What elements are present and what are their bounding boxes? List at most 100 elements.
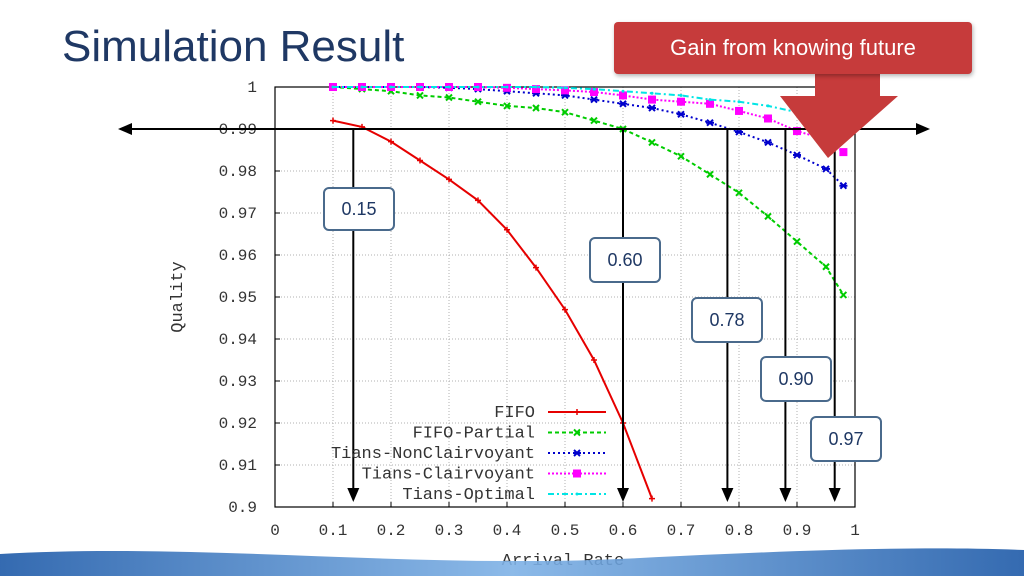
data-point xyxy=(839,148,848,157)
data-point xyxy=(445,93,453,102)
data-point xyxy=(476,85,480,89)
y-tick-label: 0.92 xyxy=(219,415,257,433)
data-point xyxy=(504,226,510,233)
data-point xyxy=(649,495,655,502)
callout-pointer xyxy=(780,74,898,158)
y-tick-label: 0.91 xyxy=(219,457,257,475)
data-point xyxy=(648,95,656,104)
data-point xyxy=(619,100,627,108)
y-tick-label: 0.98 xyxy=(219,163,257,181)
data-point xyxy=(793,237,801,246)
data-point xyxy=(592,87,596,91)
data-point xyxy=(475,197,481,204)
x-tick-label: 0.7 xyxy=(667,522,696,540)
threshold-line xyxy=(118,123,930,135)
data-point xyxy=(503,102,511,110)
data-point xyxy=(573,449,581,457)
data-point xyxy=(706,118,714,127)
legend-label: Tians-NonClairvoyant xyxy=(331,445,535,464)
data-point xyxy=(388,138,394,145)
series-fifo xyxy=(330,117,655,502)
data-point xyxy=(389,85,393,89)
data-point xyxy=(677,97,685,106)
data-point xyxy=(532,104,540,112)
callout-gain: Gain from knowing future xyxy=(614,22,972,74)
x-tick-label: 0.3 xyxy=(435,522,464,540)
x-tick-label: 1 xyxy=(850,522,860,540)
callout-arrow-shape xyxy=(780,74,898,158)
x-tick-label: 0.4 xyxy=(493,522,522,540)
data-point xyxy=(764,138,772,147)
marker-label-0.97: 0.97 xyxy=(810,416,882,462)
data-point xyxy=(621,89,625,93)
data-point xyxy=(573,428,581,437)
footer-decoration xyxy=(0,548,1024,576)
y-tick-label: 0.9 xyxy=(228,499,257,517)
series xyxy=(329,83,848,502)
x-tick-label: 0.5 xyxy=(551,522,580,540)
data-point xyxy=(330,117,336,124)
data-point xyxy=(447,85,451,89)
data-point xyxy=(360,85,364,89)
data-point xyxy=(505,85,509,89)
data-point xyxy=(561,86,569,95)
data-point xyxy=(534,85,538,89)
data-point xyxy=(822,165,830,173)
data-point xyxy=(839,181,848,190)
data-point xyxy=(575,492,579,496)
data-point xyxy=(417,157,423,164)
data-point xyxy=(793,127,801,136)
data-point xyxy=(677,152,685,161)
threshold-arrow-right xyxy=(916,123,930,135)
data-point xyxy=(735,189,743,197)
marker-label-0.90: 0.90 xyxy=(760,356,832,402)
marker-label-0.15: 0.15 xyxy=(323,187,395,231)
data-point xyxy=(590,116,598,125)
data-point xyxy=(416,91,424,100)
data-point xyxy=(474,97,482,106)
x-tick-label: 0.6 xyxy=(609,522,638,540)
data-point xyxy=(764,212,772,221)
data-point xyxy=(561,108,569,116)
x-tick-label: 0.8 xyxy=(725,522,754,540)
data-point xyxy=(446,176,452,183)
y-tick-label: 0.97 xyxy=(219,205,257,223)
y-axis-label: Quality xyxy=(169,261,188,332)
x-tick-label: 0.9 xyxy=(783,522,812,540)
legend-label: Tians-Optimal xyxy=(402,486,535,505)
data-point xyxy=(708,98,712,102)
marker-arrowhead xyxy=(721,488,734,502)
ticks: 0 0.1 0.2 0.3 0.4 0.5 0.6 0.7 0.8 0.9 10.90.910.92… xyxy=(219,79,860,540)
slide-title: Simulation Result xyxy=(62,22,405,71)
data-point xyxy=(574,409,580,415)
data-point xyxy=(706,99,714,108)
data-point xyxy=(735,106,743,115)
threshold-arrow-left xyxy=(118,123,132,135)
legend-label: FIFO xyxy=(494,404,535,423)
marker-label-0.78: 0.78 xyxy=(691,297,763,343)
data-point xyxy=(590,88,598,97)
data-point xyxy=(764,114,772,123)
marker-arrows xyxy=(347,129,841,502)
data-point xyxy=(591,357,597,363)
data-point xyxy=(648,104,656,112)
data-point xyxy=(590,95,598,104)
y-tick-label: 0.93 xyxy=(219,373,257,391)
y-tick-label: 0.95 xyxy=(219,289,257,307)
data-point xyxy=(793,151,801,159)
marker-arrowhead xyxy=(347,488,360,502)
series-tians-optimal xyxy=(331,85,845,131)
data-point xyxy=(563,86,567,90)
y-tick-label: 1 xyxy=(247,79,257,97)
data-point xyxy=(619,91,627,100)
legend-label: FIFO-Partial xyxy=(413,425,535,444)
data-point xyxy=(418,85,422,89)
data-point xyxy=(766,104,770,108)
data-point xyxy=(650,91,654,95)
y-tick-label: 0.96 xyxy=(219,247,257,265)
data-point xyxy=(532,85,540,94)
y-tick-label: 0.94 xyxy=(219,331,257,349)
data-point xyxy=(677,110,685,119)
